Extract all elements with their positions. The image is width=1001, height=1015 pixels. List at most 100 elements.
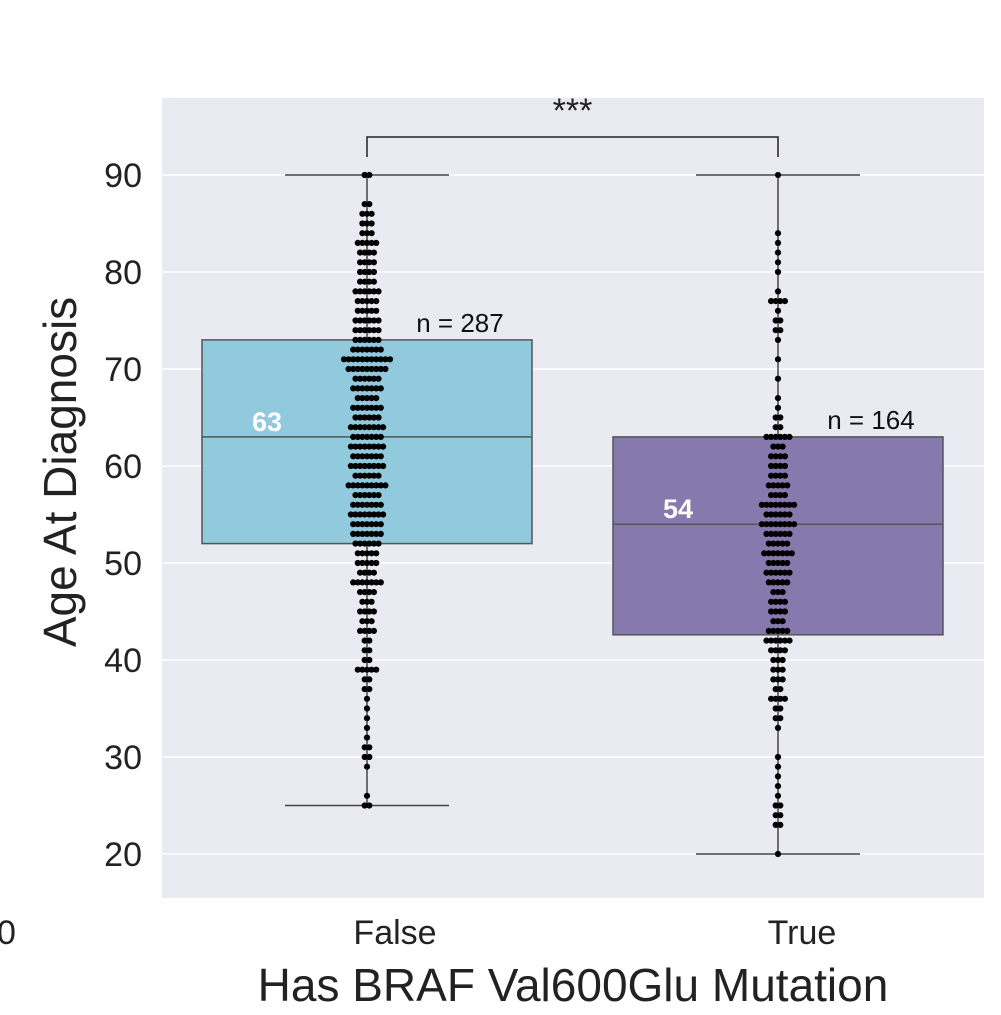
point-false — [359, 395, 366, 402]
point-false — [357, 443, 364, 450]
point-true — [774, 375, 782, 382]
point-false — [359, 385, 366, 392]
point-false — [357, 589, 364, 596]
point-true — [768, 569, 775, 576]
point-true — [772, 598, 779, 605]
point-false — [352, 462, 359, 470]
point-true — [774, 550, 782, 557]
point-false — [361, 268, 368, 276]
point-false — [363, 453, 371, 460]
point-true — [777, 598, 784, 605]
point-false — [363, 501, 371, 508]
point-false — [354, 395, 361, 402]
point-false — [359, 598, 366, 605]
point-false — [366, 472, 373, 479]
point-false — [359, 230, 366, 237]
point-true — [791, 501, 798, 508]
point-false — [361, 201, 368, 208]
point-true — [772, 569, 779, 576]
point-false — [363, 356, 371, 363]
point-false — [373, 365, 380, 373]
point-true — [774, 230, 782, 237]
point-false — [373, 521, 380, 528]
point-true — [765, 559, 772, 567]
point-false — [366, 414, 373, 421]
point-true — [774, 666, 782, 673]
point-true — [758, 501, 766, 508]
point-true — [763, 433, 770, 440]
point-false — [368, 210, 375, 217]
point-false — [350, 453, 357, 460]
point-false — [357, 627, 364, 635]
point-false — [361, 171, 368, 179]
point-false — [352, 375, 359, 382]
point-false — [345, 356, 352, 363]
point-false — [382, 365, 389, 373]
point-false — [363, 395, 371, 402]
point-true — [777, 686, 784, 693]
n-label-false: n = 287 — [416, 308, 503, 338]
point-false — [359, 501, 366, 508]
point-false — [350, 365, 357, 373]
y-tick-90: 90 — [104, 157, 142, 195]
point-false — [357, 540, 364, 547]
point-false — [368, 550, 375, 557]
point-false — [373, 307, 380, 314]
point-false — [347, 462, 354, 470]
annotations: 63 n = 287 54 n = 164 — [252, 308, 915, 524]
point-false — [366, 492, 373, 499]
point-false — [366, 288, 373, 295]
point-false — [366, 268, 373, 276]
point-false — [357, 569, 364, 576]
point-false — [359, 433, 366, 440]
point-false — [375, 472, 382, 479]
point-true — [784, 579, 791, 586]
point-false — [363, 705, 371, 712]
point-true — [777, 492, 784, 499]
point-false — [340, 356, 348, 363]
point-false — [363, 298, 371, 305]
point-true — [772, 715, 779, 722]
point-true — [761, 550, 768, 557]
point-false — [363, 230, 371, 237]
point-false — [375, 288, 382, 295]
point-true — [777, 511, 784, 518]
point-true — [774, 395, 782, 402]
point-true — [777, 608, 784, 615]
point-true — [772, 424, 779, 431]
point-false — [377, 346, 384, 353]
point-false — [368, 346, 375, 353]
point-false — [370, 492, 377, 499]
point-false — [354, 385, 361, 392]
point-false — [363, 763, 371, 770]
point-true — [772, 608, 779, 615]
point-true — [774, 589, 782, 596]
point-false — [354, 346, 361, 353]
point-true — [763, 530, 770, 538]
point-true — [774, 559, 782, 567]
x-tick-label-false: False — [353, 914, 436, 952]
point-true — [768, 472, 775, 479]
point-false — [361, 686, 368, 693]
point-true — [772, 317, 779, 324]
point-true — [777, 637, 784, 644]
point-false — [361, 375, 368, 382]
point-false — [370, 540, 377, 547]
point-false — [370, 268, 377, 276]
point-false — [380, 462, 387, 470]
point-true — [779, 627, 786, 635]
point-true — [777, 802, 784, 809]
point-false — [359, 550, 366, 557]
point-true — [781, 637, 789, 644]
point-false — [347, 511, 354, 518]
point-true — [772, 647, 779, 654]
point-false — [363, 433, 371, 440]
point-false — [352, 472, 359, 479]
point-true — [765, 550, 772, 557]
point-false — [368, 220, 375, 227]
point-false — [354, 521, 361, 528]
point-true — [786, 530, 793, 538]
point-false — [373, 530, 380, 538]
point-false — [361, 656, 368, 664]
point-false — [375, 317, 382, 324]
